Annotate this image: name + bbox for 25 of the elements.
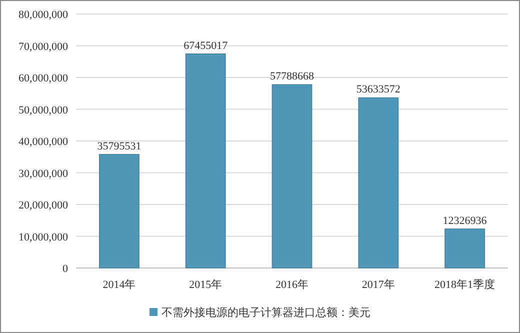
y-tick-label: 10,000,000	[18, 231, 68, 244]
y-tick-label: 20,000,000	[18, 200, 68, 212]
y-tick-label: 0	[62, 263, 68, 275]
data-label: 53633572	[356, 84, 400, 96]
bar	[99, 154, 140, 268]
data-label: 12326936	[442, 214, 488, 227]
data-label: 35795531	[97, 140, 142, 152]
y-tick-label: 40,000,000	[18, 136, 68, 148]
x-tick-label: 2015年	[189, 279, 222, 291]
y-tick-label: 50,000,000	[18, 104, 68, 116]
bar	[185, 54, 226, 268]
x-tick-label: 2018年1季度	[434, 278, 496, 291]
legend-label: 不需外接电源的电子计算器进口总额：美元	[162, 306, 370, 319]
y-tick-label: 60,000,000	[18, 72, 68, 84]
y-tick-label: 70,000,000	[18, 40, 68, 53]
bar	[358, 97, 399, 268]
bar	[444, 228, 485, 268]
y-tick-label: 80,000,000	[18, 9, 68, 21]
x-tick-label: 2014年	[102, 279, 136, 291]
x-tick-label: 2017年	[362, 279, 395, 291]
bar	[272, 84, 312, 268]
x-tick-label: 2016年	[276, 279, 308, 291]
y-tick-label: 30,000,000	[18, 168, 68, 180]
data-label: 57788668	[270, 70, 314, 83]
data-label: 67455017	[184, 40, 228, 52]
